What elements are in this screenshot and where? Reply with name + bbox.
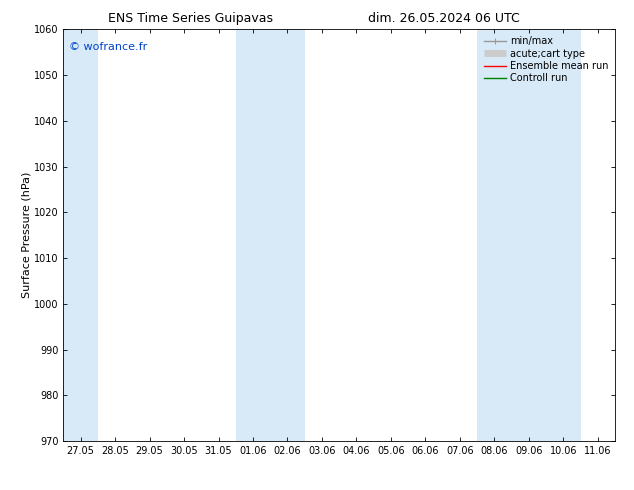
Legend: min/max, acute;cart type, Ensemble mean run, Controll run: min/max, acute;cart type, Ensemble mean …: [482, 34, 610, 85]
Text: ENS Time Series Guipavas: ENS Time Series Guipavas: [108, 12, 273, 25]
Text: © wofrance.fr: © wofrance.fr: [69, 42, 147, 52]
Bar: [63, 29, 98, 441]
Y-axis label: Surface Pressure (hPa): Surface Pressure (hPa): [21, 172, 31, 298]
Text: dim. 26.05.2024 06 UTC: dim. 26.05.2024 06 UTC: [368, 12, 520, 25]
Bar: [477, 29, 581, 441]
Bar: [236, 29, 305, 441]
